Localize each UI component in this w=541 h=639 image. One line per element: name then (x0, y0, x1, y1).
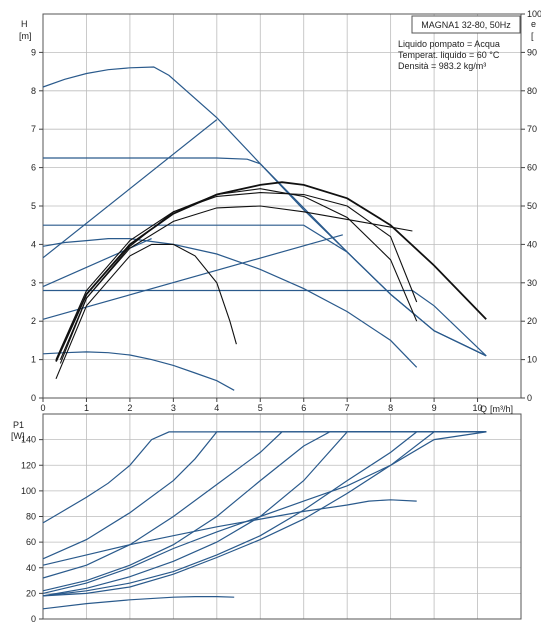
head-curve-3 (43, 224, 487, 357)
efficiency-tick-label: 80 (527, 86, 537, 96)
head-tick-label: 8 (31, 86, 36, 96)
frame-layer (42, 13, 522, 620)
head-curve-14 (59, 205, 413, 360)
efficiency-axis-unit: [ (531, 31, 534, 41)
power-curve-5 (42, 431, 487, 597)
power-tick-label: 40 (26, 563, 36, 573)
power-tick-label: 60 (26, 537, 36, 547)
power-tick-label: 140 (21, 435, 36, 445)
efficiency-tick-label: 0 (527, 393, 532, 403)
head-curve-10 (55, 181, 487, 362)
head-curve-7 (42, 119, 218, 259)
power-axis-unit: [W] (11, 431, 25, 441)
power-tick-label: 120 (21, 460, 36, 470)
head-tick-label: 0 (31, 393, 36, 403)
efficiency-tick-label: 70 (527, 124, 537, 134)
annotation-density: Densità = 983.2 kg/m³ (398, 61, 486, 71)
efficiency-axis-label: e (531, 19, 536, 29)
flow-tick-label: 10 (473, 403, 483, 413)
efficiency-tick-label: 50 (527, 201, 537, 211)
flow-axis-unit: [m³/h] (490, 404, 513, 414)
power-curve-8 (42, 596, 235, 610)
power-curve-4 (42, 431, 487, 592)
head-tick-label: 1 (31, 355, 36, 365)
head-curve-5 (42, 238, 418, 368)
head-tick-label: 2 (31, 316, 36, 326)
flow-tick-label: 6 (301, 403, 306, 413)
power-curve-3 (42, 431, 487, 579)
power-curve-10 (42, 431, 487, 597)
power-tick-label: 100 (21, 486, 36, 496)
flow-tick-label: 0 (40, 403, 45, 413)
head-curve-1 (42, 66, 487, 357)
power-curve-9 (42, 431, 487, 594)
efficiency-tick-label: 40 (527, 239, 537, 249)
head-tick-label: 7 (31, 124, 36, 134)
annotation-fluid: Liquido pompato = Acqua (398, 39, 500, 49)
head-tick-label: 9 (31, 47, 36, 57)
head-axis-label: H (21, 19, 28, 29)
power-tick-label: 80 (26, 512, 36, 522)
power-axis-label: P1 (13, 420, 24, 430)
flow-tick-label: 8 (388, 403, 393, 413)
head-tick-label: 6 (31, 163, 36, 173)
efficiency-tick-label: 20 (527, 316, 537, 326)
efficiency-tick-label: 30 (527, 278, 537, 288)
grid-layer (43, 14, 521, 619)
head-curve-4 (43, 289, 487, 357)
flow-tick-label: 4 (214, 403, 219, 413)
chart-title: MAGNA1 32-80, 50Hz (421, 20, 511, 30)
flow-tick-label: 9 (432, 403, 437, 413)
flow-tick-label: 7 (345, 403, 350, 413)
head-tick-label: 5 (31, 201, 36, 211)
power-curve-7 (42, 499, 417, 566)
efficiency-tick-label: 60 (527, 163, 537, 173)
head-tick-label: 3 (31, 278, 36, 288)
power-tick-label: 20 (26, 588, 36, 598)
flow-tick-label: 5 (258, 403, 263, 413)
tick-layer: 0 1 2 3 4 5 6 7 8 9 100123456789010203040506070809… (21, 9, 541, 624)
annotation-temperature: Temperat. liquido = 60 °C (398, 50, 500, 60)
efficiency-tick-label: 10 (527, 355, 537, 365)
head-curve-9 (42, 234, 343, 320)
efficiency-tick-label: 100 (527, 9, 541, 19)
title-box (411, 15, 521, 34)
head-curve-12 (59, 188, 418, 364)
power-curve-6 (42, 431, 487, 597)
flow-tick-label: 2 (127, 403, 132, 413)
head-curve-11 (55, 192, 418, 360)
head-curve-13 (55, 243, 237, 380)
power-curve-2 (42, 431, 487, 560)
head-tick-label: 4 (31, 239, 36, 249)
head-curve-6 (42, 351, 235, 391)
head-curve-8 (42, 238, 152, 288)
efficiency-tick-label: 90 (527, 47, 537, 57)
flow-axis-label: Q (480, 404, 487, 414)
flow-tick-label: 3 (171, 403, 176, 413)
flow-tick-label: 1 (84, 403, 89, 413)
series-layer (42, 66, 487, 610)
head-axis-unit: [m] (19, 31, 32, 41)
power-tick-label: 0 (31, 614, 36, 624)
